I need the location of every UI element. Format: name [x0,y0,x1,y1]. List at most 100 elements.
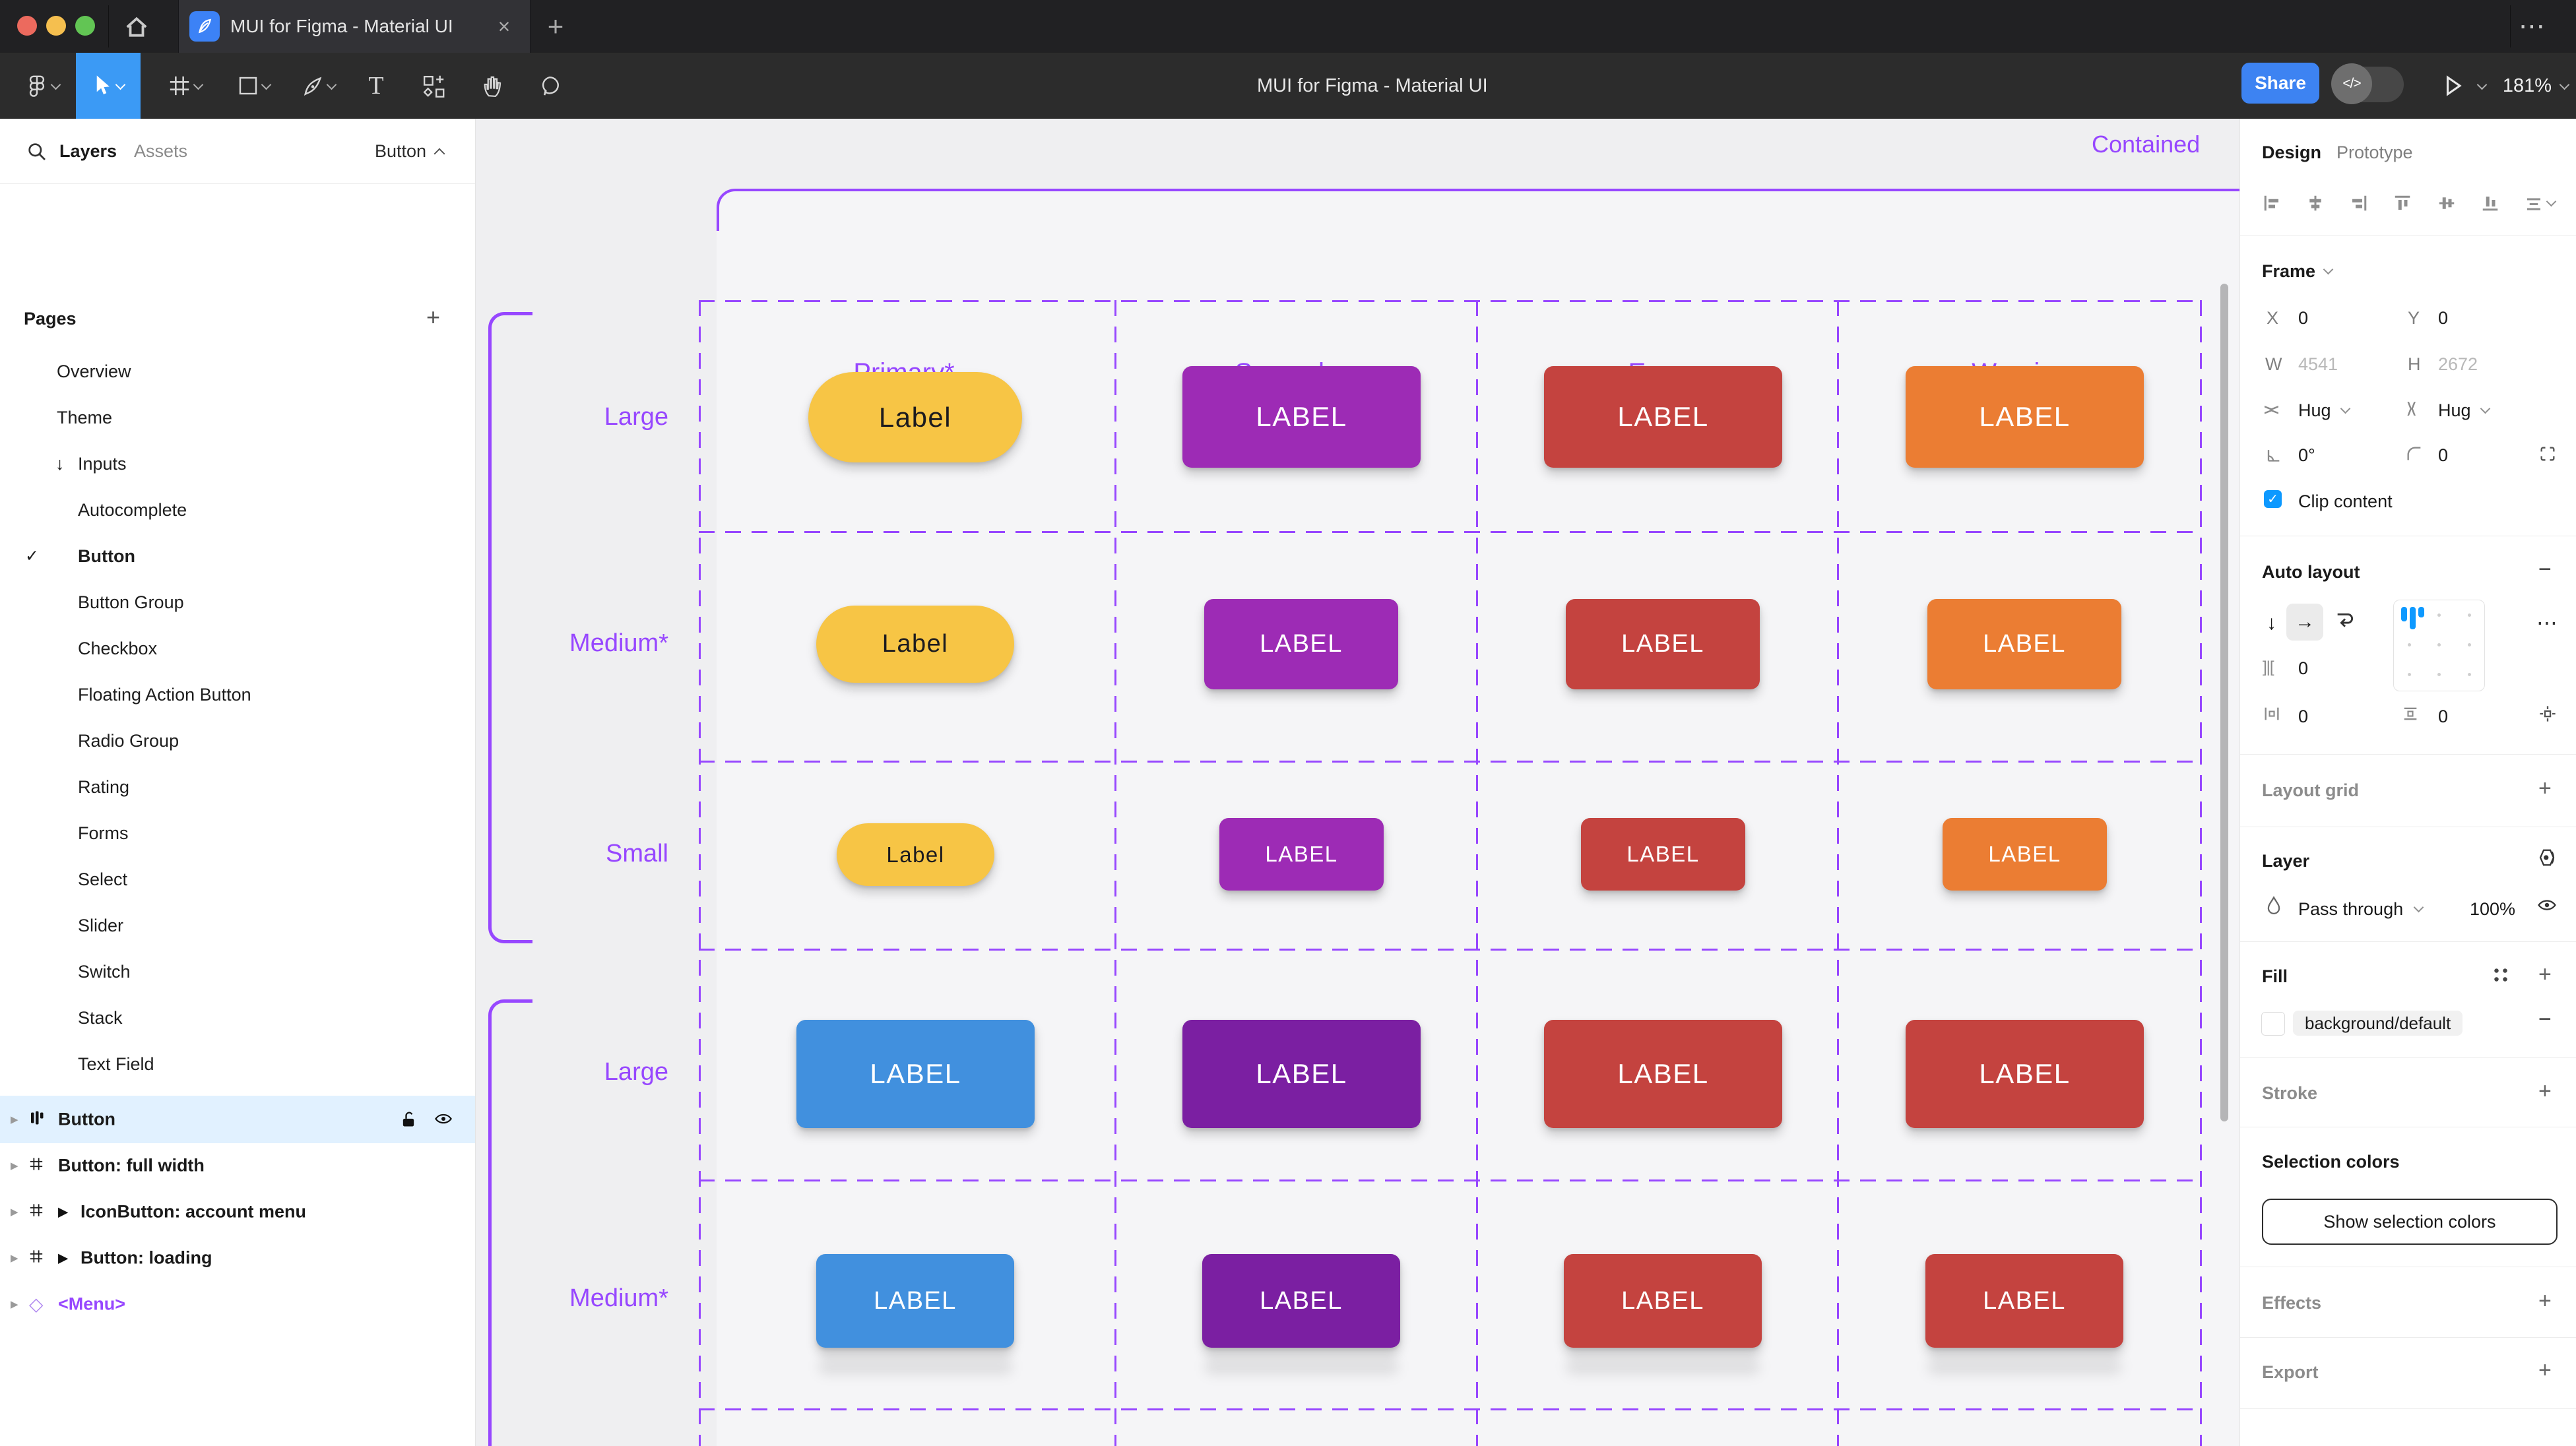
layer-visibility-eye-icon[interactable] [2537,897,2557,916]
row-label[interactable]: Small [605,840,668,867]
page-selector[interactable]: Button [375,119,445,183]
canvas-button[interactable]: LABEL [1581,818,1745,891]
traffic-minimize-button[interactable] [46,16,66,36]
fill-styles-icon[interactable] [2492,966,2509,987]
expand-caret-icon[interactable]: ▶ [11,1299,18,1310]
fill-color-swatch[interactable] [2261,1012,2285,1036]
add-export-button[interactable]: + [2538,1358,2552,1383]
page-item-current[interactable]: ✓ Button [0,533,475,579]
new-tab-button[interactable]: + [547,11,564,42]
traffic-close-button[interactable] [17,16,37,36]
canvas-scrollbar[interactable] [2220,284,2228,1121]
dev-mode-toggle[interactable]: </> [2331,63,2404,104]
main-menu-button[interactable] [18,53,66,119]
page-item[interactable]: Checkbox [0,625,475,672]
canvas-button[interactable]: LABEL [1943,818,2107,891]
home-icon[interactable] [124,15,149,43]
hand-tool-button[interactable] [470,53,513,119]
page-item[interactable]: Floating Action Button [0,672,475,718]
page-item[interactable]: Forms [0,810,475,856]
shape-tool-button[interactable] [227,53,280,119]
expand-caret-icon[interactable]: ▶ [11,1207,18,1218]
frame-name-label[interactable]: Contained [2092,131,2201,158]
page-item[interactable]: Radio Group [0,718,475,764]
text-tool-button[interactable]: T [368,72,384,100]
canvas-button[interactable]: LABEL [1566,599,1760,689]
canvas-button[interactable]: LABEL [1927,599,2121,689]
canvas-button[interactable]: LABEL [1564,1254,1762,1348]
page-item[interactable]: Switch [0,949,475,995]
row-label[interactable]: Large [604,403,668,431]
add-fill-button[interactable]: + [2538,962,2552,987]
canvas-button[interactable]: LABEL [1219,818,1384,891]
padding-horizontal-value[interactable]: 0 [2298,707,2309,726]
remove-auto-layout-button[interactable]: − [2538,557,2552,582]
align-top-icon[interactable] [2393,193,2412,213]
canvas-button[interactable]: Label [837,823,994,886]
traffic-maximize-button[interactable] [75,16,95,36]
canvas-viewport[interactable]: Contained Primary* Secondary Error Warni… [476,119,2239,1446]
canvas-button[interactable]: LABEL [1204,599,1398,689]
width-field-value[interactable]: 4541 [2298,354,2338,374]
canvas-button[interactable]: LABEL [1906,1020,2144,1128]
alignment-grid-widget[interactable] [2393,600,2485,691]
page-item[interactable]: Stack [0,995,475,1041]
x-field-value[interactable]: 0 [2298,308,2309,328]
size-group-bracket[interactable] [488,999,532,1446]
canvas-button[interactable]: LABEL [1182,366,1421,468]
align-bottom-icon[interactable] [2480,193,2500,213]
add-layout-grid-button[interactable]: + [2538,776,2552,801]
row-label[interactable]: Large [604,1058,668,1086]
expand-caret-icon[interactable]: ▶ [11,1114,18,1125]
frame-tool-button[interactable] [158,53,211,119]
layer-opacity-value[interactable]: 100% [2470,899,2516,919]
align-left-icon[interactable] [2262,193,2282,213]
fill-token-chip[interactable]: background/default [2293,1011,2463,1036]
zoom-level-button[interactable]: 181% [2502,75,2552,96]
independent-corners-icon[interactable] [2538,445,2557,466]
page-item[interactable]: ↓ Inputs [0,441,475,487]
clip-content-checkbox[interactable]: ✓ [2264,490,2282,508]
page-item[interactable]: Theme [0,394,475,441]
height-field-value[interactable]: 2672 [2438,354,2478,374]
direction-right-button-selected[interactable]: → [2286,604,2323,641]
add-effect-button[interactable]: + [2538,1288,2552,1313]
page-item[interactable]: Button Group [0,579,475,625]
direction-down-button[interactable]: ↓ [2267,612,2276,634]
layer-row-frame[interactable]: ▶ Button: full width [0,1143,475,1189]
align-h-center-icon[interactable] [2305,193,2325,213]
wrap-direction-icon[interactable] [2334,607,2356,633]
tab-prototype[interactable]: Prototype [2336,142,2413,162]
frame-type-dropdown[interactable]: Frame [2262,261,2334,282]
tab-layers[interactable]: Layers [59,141,117,161]
page-item[interactable]: Slider [0,902,475,949]
share-button[interactable]: Share [2241,63,2319,104]
layer-row-button[interactable]: ▶ Button [0,1096,475,1143]
visibility-eye-icon[interactable] [434,1112,453,1129]
canvas-button[interactable]: LABEL [1202,1254,1400,1348]
add-stroke-button[interactable]: + [2538,1079,2552,1104]
independent-padding-icon[interactable] [2538,705,2557,726]
corner-radius-value[interactable]: 0 [2438,445,2449,465]
vertical-sizing-dropdown[interactable]: Hug [2438,400,2490,421]
canvas-button[interactable]: LABEL [1906,366,2144,468]
present-button[interactable] [2435,53,2472,119]
size-group-bracket[interactable] [488,312,532,943]
comment-tool-button[interactable] [528,53,571,119]
tab-design[interactable]: Design [2262,142,2322,162]
file-tab[interactable]: MUI for Figma - Material UI × [178,0,531,53]
page-item[interactable]: Text Field [0,1041,475,1087]
y-field-value[interactable]: 0 [2438,308,2449,328]
canvas-button[interactable]: LABEL [1544,1020,1782,1128]
canvas-button[interactable]: LABEL [1544,366,1782,468]
distribute-menu-icon[interactable] [2524,193,2557,213]
present-options-button[interactable] [2468,53,2492,119]
canvas-button[interactable]: LABEL [796,1020,1035,1128]
canvas-button[interactable]: Label [816,606,1014,683]
layer-row-frame[interactable]: ▶ ▶ IconButton: account menu [0,1189,475,1235]
pen-tool-button[interactable] [290,53,346,119]
canvas-button[interactable]: Label [808,372,1022,462]
remove-fill-button[interactable]: − [2538,1007,2552,1032]
rotation-value[interactable]: 0° [2298,445,2315,465]
resources-tool-button[interactable] [412,53,455,119]
